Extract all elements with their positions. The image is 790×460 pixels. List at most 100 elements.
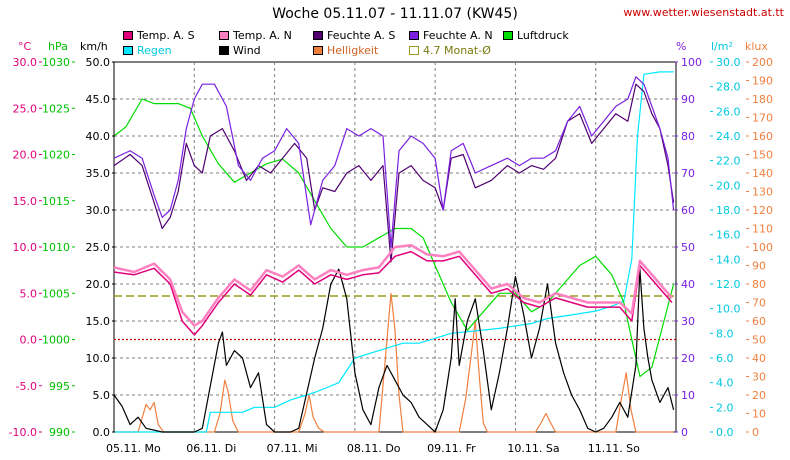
tick-label-hum: 60 xyxy=(681,204,695,217)
tick-label-hum: 80 xyxy=(681,130,695,143)
tick-label-press: 1005 xyxy=(42,287,70,300)
tick-label-rain: 4.0 xyxy=(716,377,734,390)
axis-title-humidity: % xyxy=(676,40,687,53)
tick-label-press: 990 xyxy=(49,426,70,439)
day-label: 05.11. Mo xyxy=(106,442,161,455)
legend-label: Temp. A. S xyxy=(137,29,195,42)
legend-swatch xyxy=(219,46,229,55)
tick-label-lux: 90 xyxy=(752,260,766,273)
tick-label-lux: 20 xyxy=(752,389,766,402)
legend-swatch xyxy=(123,31,133,40)
axis-title-temp: °C xyxy=(18,40,32,53)
series-line-temp-a-s xyxy=(113,250,673,336)
legend-label: Temp. A. N xyxy=(233,29,292,42)
tick-label-lux: 60 xyxy=(752,315,766,328)
legend-month-avg: 4.7 Monat-Ø xyxy=(409,44,491,57)
series-line-feuchte-a-s xyxy=(113,83,675,263)
tick-label-press: 1030 xyxy=(42,56,70,69)
axis-title-rain: l/m² xyxy=(711,40,733,53)
tick-label-lux: 160 xyxy=(752,130,773,143)
legend-label: Regen xyxy=(137,44,172,57)
legend-wind: Wind xyxy=(219,44,261,57)
legend-swatch xyxy=(503,31,513,40)
tick-label-temp: 20.0 xyxy=(13,149,38,162)
legend-temp-s: Temp. A. S xyxy=(123,29,195,42)
tick-label-lux: 80 xyxy=(752,278,766,291)
tick-label-hum: 100 xyxy=(681,56,702,69)
axis-title-brightness: klux xyxy=(745,40,768,53)
tick-label-rain: 20.0 xyxy=(716,179,741,192)
tick-label-lux: 130 xyxy=(752,186,773,199)
tick-label-rain: 6.0 xyxy=(716,352,734,365)
tick-label-press: 1010 xyxy=(42,241,70,254)
tick-label-temp: 5.0 xyxy=(20,287,38,300)
tick-label-wind: 10.0 xyxy=(86,352,111,365)
series-line-luftdruck xyxy=(113,98,675,378)
source-url[interactable]: www.wetter.wiesenstadt.at.tt xyxy=(623,6,784,19)
tick-label-hum: 10 xyxy=(681,389,695,402)
tick-label-hum: 20 xyxy=(681,352,695,365)
tick-label-wind: 45.0 xyxy=(86,93,111,106)
tick-label-press: 1000 xyxy=(42,334,70,347)
legend-hum-s: Feuchte A. S xyxy=(313,29,395,42)
legend-label: 4.7 Monat-Ø xyxy=(423,44,491,57)
tick-label-hum: 30 xyxy=(681,315,695,328)
tick-label-temp: -10.0 xyxy=(9,426,37,439)
tick-label-rain: 30.0 xyxy=(716,56,741,69)
tick-label-press: 1015 xyxy=(42,195,70,208)
tick-label-press: 995 xyxy=(49,380,70,393)
legend-swatch xyxy=(123,46,133,55)
tick-label-wind: 30.0 xyxy=(86,204,111,217)
tick-label-lux: 140 xyxy=(752,167,773,180)
tick-label-wind: 20.0 xyxy=(86,278,111,291)
day-label: 09.11. Fr xyxy=(427,442,476,455)
tick-label-lux: 120 xyxy=(752,204,773,217)
tick-label-wind: 50.0 xyxy=(86,56,111,69)
day-label: 10.11. Sa xyxy=(507,442,559,455)
tick-label-press: 1020 xyxy=(42,149,70,162)
tick-label-lux: 100 xyxy=(752,241,773,254)
day-label: 06.11. Di xyxy=(186,442,236,455)
legend-label: Wind xyxy=(233,44,261,57)
tick-label-lux: 10 xyxy=(752,408,766,421)
series-line-temp-a-n xyxy=(113,243,673,327)
tick-label-wind: 15.0 xyxy=(86,315,111,328)
day-label: 08.11. Do xyxy=(347,442,401,455)
tick-label-temp: 10.0 xyxy=(13,241,38,254)
tick-label-rain: 2.0 xyxy=(716,401,734,414)
tick-label-temp: 30.0 xyxy=(13,56,38,69)
tick-label-lux: 150 xyxy=(752,149,773,162)
tick-label-wind: 0.0 xyxy=(93,426,111,439)
tick-label-rain: 14.0 xyxy=(716,253,741,266)
series-line-helligkeit xyxy=(114,292,674,433)
tick-label-lux: 200 xyxy=(752,56,773,69)
day-label: 11.11. So xyxy=(588,442,640,455)
tick-label-lux: 180 xyxy=(752,93,773,106)
tick-label-lux: 0 xyxy=(752,426,759,439)
legend-swatch xyxy=(409,46,419,55)
tick-label-rain: 12.0 xyxy=(716,278,741,291)
tick-label-hum: 40 xyxy=(681,278,695,291)
legend-brightness: Helligkeit xyxy=(313,44,378,57)
legend-swatch xyxy=(313,46,323,55)
tick-label-rain: 18.0 xyxy=(716,204,741,217)
tick-label-lux: 170 xyxy=(752,112,773,125)
tick-label-lux: 70 xyxy=(752,297,766,310)
legend-label: Feuchte A. S xyxy=(327,29,396,42)
tick-label-rain: 22.0 xyxy=(716,155,741,168)
legend-rain: Regen xyxy=(123,44,172,57)
chart-title: Woche 05.11.07 - 11.11.07 (KW45) xyxy=(272,6,518,22)
tick-label-rain: 26.0 xyxy=(716,105,741,118)
tick-label-hum: 70 xyxy=(681,167,695,180)
legend-pressure: Luftdruck xyxy=(503,29,569,42)
axis-title-pressure: hPa xyxy=(48,40,68,53)
tick-label-hum: 50 xyxy=(681,241,695,254)
legend-label: Helligkeit xyxy=(327,44,379,57)
tick-label-temp: 15.0 xyxy=(13,195,38,208)
axis-title-wind: km/h xyxy=(80,40,108,53)
tick-label-rain: 24.0 xyxy=(716,130,741,143)
tick-label-rain: 0.0 xyxy=(716,426,734,439)
tick-label-rain: 8.0 xyxy=(716,327,734,340)
tick-label-wind: 35.0 xyxy=(86,167,111,180)
